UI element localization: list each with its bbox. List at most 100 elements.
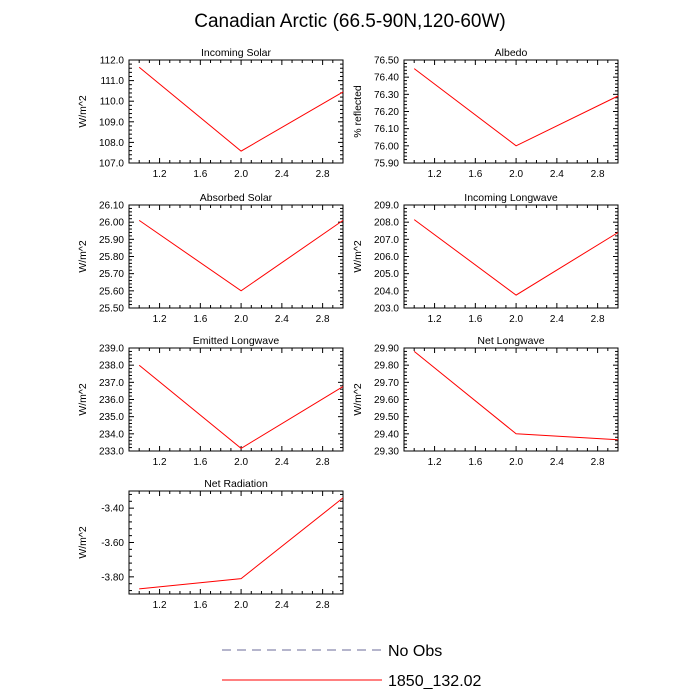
y-tick-label: 233.0 (99, 447, 124, 458)
y-tick-label: 110.0 (100, 97, 125, 108)
y-tick-label: 111.0 (100, 76, 124, 87)
x-tick-label: 2.8 (316, 314, 330, 325)
y-tick-label: 29.50 (374, 412, 399, 423)
x-tick-label: 2.4 (275, 169, 289, 180)
x-tick-label: 2.8 (591, 314, 605, 325)
y-tick-label: -3.60 (101, 538, 124, 549)
series-line-1850-132-02 (138, 219, 344, 292)
x-tick-label: 1.2 (153, 457, 167, 468)
series-line-1850-132-02 (139, 497, 344, 590)
x-tick-label: 1.6 (193, 169, 207, 180)
panel-title: Albedo (495, 47, 528, 59)
y-axis-label: W/m^2 (352, 383, 364, 416)
y-tick-label: 207.0 (374, 235, 399, 246)
x-tick-label: 2.8 (591, 457, 605, 468)
legend-label-no-obs: No Obs (388, 643, 442, 660)
y-tick-label: 29.70 (374, 378, 399, 389)
y-tick-label: 76.30 (374, 90, 399, 101)
panel-title: Emitted Longwave (193, 335, 280, 347)
x-tick-label: 2.4 (550, 314, 564, 325)
y-tick-label: 234.0 (99, 429, 124, 440)
series-line-1850-132-02 (138, 364, 344, 450)
x-tick-label: 1.2 (153, 169, 167, 180)
x-tick-label: 1.2 (153, 600, 167, 611)
x-tick-label: 1.2 (428, 169, 442, 180)
x-tick-label: 1.2 (153, 314, 167, 325)
y-tick-label: 203.0 (374, 304, 399, 315)
y-tick-label: 76.20 (374, 107, 399, 118)
panel-title: Net Longwave (477, 335, 544, 347)
x-tick-label: 2.8 (316, 457, 330, 468)
x-tick-label: 2.0 (234, 457, 248, 468)
x-tick-label: 1.6 (468, 169, 482, 180)
plot-frame (403, 347, 619, 452)
panel-title: Absorbed Solar (200, 192, 273, 204)
y-axis-label: W/m^2 (77, 383, 89, 416)
y-tick-label: 76.40 (374, 73, 399, 84)
panel-title: Incoming Longwave (464, 192, 558, 204)
y-tick-label: 25.90 (99, 235, 124, 246)
y-tick-label: 109.0 (99, 117, 124, 128)
plot-frame (403, 204, 619, 309)
x-tick-label: 2.8 (591, 169, 605, 180)
y-tick-label: 239.0 (99, 344, 124, 355)
y-tick-label: -3.40 (101, 504, 124, 515)
y-tick-label: 25.50 (99, 304, 124, 315)
y-tick-label: 75.90 (374, 159, 399, 170)
legend-label-series: 1850_132.02 (388, 673, 482, 690)
y-tick-label: 29.60 (374, 395, 399, 406)
series-line-1850-132-02 (413, 351, 619, 441)
x-tick-label: 1.6 (193, 314, 207, 325)
y-tick-label: 76.50 (374, 56, 399, 67)
panel-title: Net Radiation (204, 478, 268, 490)
x-tick-label: 1.6 (468, 457, 482, 468)
y-tick-label: 112.0 (100, 56, 125, 67)
y-tick-label: 206.0 (374, 252, 399, 263)
series-line-1850-132-02 (138, 66, 344, 152)
y-tick-label: 29.90 (374, 344, 399, 355)
x-tick-label: 1.6 (193, 457, 207, 468)
x-tick-label: 2.0 (509, 457, 523, 468)
y-tick-label: 208.0 (374, 218, 399, 229)
y-tick-label: 235.0 (99, 412, 124, 423)
x-tick-label: 1.6 (468, 314, 482, 325)
x-tick-label: 1.2 (428, 314, 442, 325)
y-tick-label: 29.30 (374, 447, 399, 458)
y-tick-label: 76.10 (374, 124, 399, 135)
x-tick-label: 2.8 (316, 169, 330, 180)
y-axis-label: W/m^2 (77, 526, 89, 559)
y-axis-label: W/m^2 (77, 240, 89, 273)
panel-absorbed-solar: Absorbed Solar W/m^2 1.2 1.6 2.0 2.4 2.8 26.10 2… (77, 192, 344, 325)
y-tick-label: 237.0 (99, 378, 124, 389)
y-tick-label: -3.80 (101, 572, 124, 583)
x-tick-label: 2.4 (550, 169, 564, 180)
y-axis-label: W/m^2 (352, 240, 364, 273)
panel-net-radiation: Net Radiation W/m^2 1.2 1.6 2.0 2.4 2.8 -3.40 -3… (77, 478, 344, 611)
x-tick-label: 1.2 (428, 457, 442, 468)
panel-emitted-longwave: Emitted Longwave W/m^2 1.2 1.6 2.0 2.4 2.8 239.… (77, 335, 344, 468)
panel-incoming-solar: Incoming Solar W/m^2 1.2 1.6 2.0 2.4 2.8 112.0 1… (77, 47, 344, 180)
x-tick-label: 2.0 (234, 169, 248, 180)
plot-frame (128, 204, 344, 309)
series-line-1850-132-02 (413, 219, 619, 296)
y-tick-label: 25.60 (99, 286, 124, 297)
plot-frame (128, 347, 344, 452)
y-tick-label: 29.40 (374, 429, 399, 440)
x-tick-label: 2.0 (234, 600, 248, 611)
panel-incoming-longwave: Incoming Longwave W/m^2 1.2 1.6 2.0 2.4 2.8 209… (352, 192, 619, 325)
figure-title: Canadian Arctic (66.5-90N,120-60W) (194, 11, 506, 32)
y-tick-label: 108.0 (99, 138, 124, 149)
y-tick-label: 26.10 (99, 201, 124, 212)
panel-title: Incoming Solar (201, 47, 272, 59)
y-axis-label: W/m^2 (77, 95, 89, 128)
x-tick-label: 2.4 (550, 457, 564, 468)
panel-albedo: Albedo % reflected 1.2 1.6 2.0 2.4 2.8 76.50 76.… (352, 47, 619, 180)
x-tick-label: 2.8 (316, 600, 330, 611)
y-tick-label: 209.0 (374, 201, 399, 212)
x-tick-label: 2.0 (234, 314, 248, 325)
y-tick-label: 107.0 (99, 159, 124, 170)
x-tick-label: 2.0 (509, 169, 523, 180)
x-tick-label: 2.4 (275, 457, 289, 468)
plot-frame (128, 490, 344, 595)
